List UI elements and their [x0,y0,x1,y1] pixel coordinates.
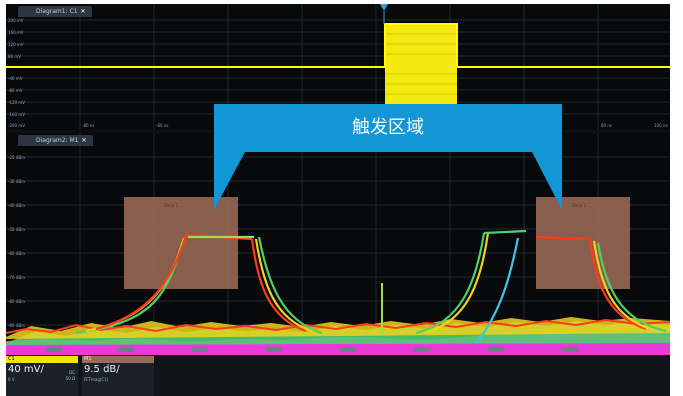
svg-text:-50 dBm: -50 dBm [8,227,25,232]
svg-text:-90 dBm: -90 dBm [8,323,25,328]
channel-c1-coupling: DC [69,370,75,375]
channel-m1-box[interactable]: M1 9.5 dB/ FFTmag(C1) [82,356,154,396]
close-icon[interactable]: ✕ [80,8,86,15]
channel-c1-name: C1 [6,356,78,363]
channel-m1-name: M1 [82,356,154,363]
callout-shape [214,104,562,210]
svg-text:-80 ns: -80 ns [82,123,94,128]
lobe2-left-skirt-cyan [475,237,520,344]
svg-text:-40 dBm: -40 dBm [8,203,25,208]
svg-text:-80 dBm: -80 dBm [8,299,25,304]
svg-text:-200 mV: -200 mV [8,123,25,128]
lobe1-right-skirt-yellow [254,238,313,333]
trigger-marker-icon [380,4,388,11]
trigger-zone-2-label: Zone 2 [572,203,586,208]
svg-text:80 mV: 80 mV [8,54,21,59]
diagram1-tab[interactable]: Diagram1: C1 ✕ [18,6,92,17]
lobe2-right-skirt-red [588,238,647,331]
channel-c1-box[interactable]: C1 40 mV/ 0 V DC 50 Ω [6,356,78,396]
channel-c1-scale: 40 mV/ [8,364,44,375]
svg-text:-160 mV: -160 mV [8,112,25,117]
lobe1-left-skirt-red [95,234,188,331]
lobe2-left-skirt-yellow [425,232,490,334]
channel-info-bar: C1 40 mV/ 0 V DC 50 Ω M1 9.5 dB/ FFTmag(… [6,355,670,396]
svg-text:160 mV: 160 mV [8,30,24,35]
trigger-zone-2[interactable] [536,197,630,289]
svg-text:-60 ns: -60 ns [156,123,168,128]
lobe2-top-red [535,235,591,241]
diagram2-panel[interactable]: -20 dBm -30 dBm -40 dBm -50 dBm -60 dBm -70… [6,133,670,355]
oscilloscope-window: 200 mV 160 mV 120 mV 80 mV -40 mV -80 mV -1… [6,4,670,396]
close-icon[interactable]: ✕ [81,137,87,144]
svg-text:120 mV: 120 mV [8,42,24,47]
trigger-zone-1-label: Zone 1 [164,203,178,208]
svg-text:200 mV: 200 mV [8,18,24,23]
lobe1-right-skirt-green [257,236,323,335]
channel-m1-scale: 9.5 dB/ [84,364,120,375]
channel-m1-function: FFTmag(C1) [84,377,109,382]
callout-text: 触发区域 [352,117,424,138]
svg-text:100 ns: 100 ns [654,123,668,128]
c1-waveform [6,23,670,68]
diagram2-spectrum: -20 dBm -30 dBm -40 dBm -50 dBm -60 dBm -70… [6,133,670,355]
lobe1-right-skirt-red [250,238,307,333]
lobe2-right-skirt-yellow [592,240,652,331]
svg-text:80 ns: 80 ns [601,123,612,128]
svg-text:-20 dBm: -20 dBm [8,155,25,160]
svg-text:-60 dBm: -60 dBm [8,251,25,256]
diagram1-tab-label: Diagram1: C1 [36,8,78,15]
channel-c1-impedance: 50 Ω [65,376,75,381]
diagram2-tab[interactable]: Diagram2: M1 ✕ [18,135,93,146]
svg-text:-120 mV: -120 mV [8,100,25,105]
svg-text:-40 mV: -40 mV [8,76,23,81]
lobe2-right-skirt-green [596,242,667,333]
lobe2-top-green [483,229,527,235]
channel-c1-offset: 0 V [8,377,15,382]
svg-text:-80 mV: -80 mV [8,88,23,93]
svg-text:-70 dBm: -70 dBm [8,275,25,280]
lobe2-left-skirt-green [415,232,486,335]
svg-text:-30 dBm: -30 dBm [8,179,25,184]
diagram2-tab-label: Diagram2: M1 [36,137,79,144]
